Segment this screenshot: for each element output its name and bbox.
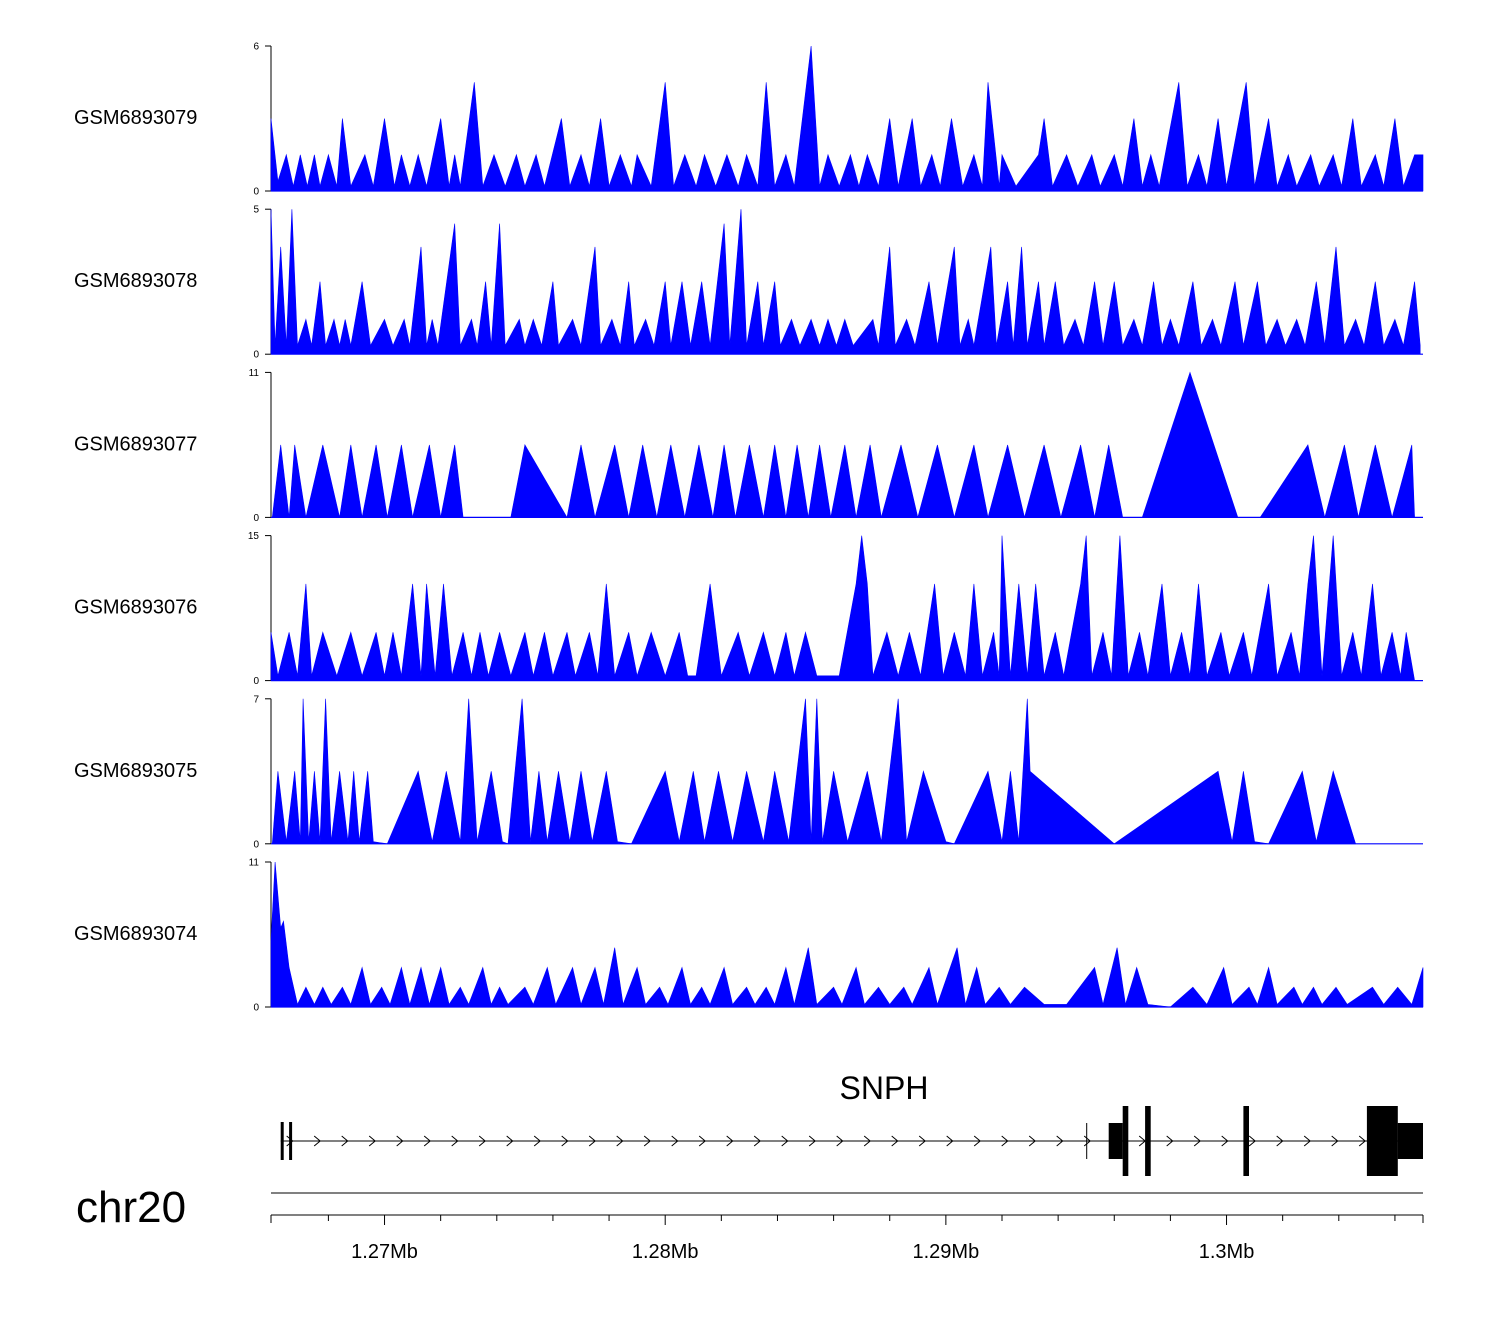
track-GSM6893078: GSM6893078 5 0 xyxy=(74,205,1423,361)
track-label: GSM6893074 xyxy=(74,923,197,945)
coverage-area xyxy=(271,371,1415,519)
coverage-area xyxy=(270,209,1421,355)
y-tick-label-min: 0 xyxy=(253,350,259,361)
track-label: GSM6893075 xyxy=(74,760,197,782)
strand-arrow xyxy=(1248,1135,1256,1147)
strand-arrow xyxy=(341,1135,349,1147)
y-tick-label-min: 0 xyxy=(253,839,259,850)
strand-arrow xyxy=(1056,1135,1064,1147)
coverage-area xyxy=(271,698,1357,845)
gene-exon-utr xyxy=(289,1122,293,1160)
track-GSM6893077: GSM6893077 11 0 xyxy=(74,368,1423,524)
track-label: GSM6893079 xyxy=(74,107,197,129)
track-GSM6893075: GSM6893075 7 0 xyxy=(74,694,1423,850)
strand-arrow xyxy=(1028,1135,1036,1147)
strand-arrow xyxy=(451,1135,459,1147)
coverage-area xyxy=(270,861,1424,1008)
genome-axis: chr20 1.27Mb 1.28Mb 1.29Mb 1.3Mb xyxy=(76,1183,1424,1263)
strand-arrow xyxy=(1083,1135,1091,1147)
strand-arrow xyxy=(1331,1135,1339,1147)
coverage-tracks: GSM689307960GSM689307850GSM6893077110GSM… xyxy=(74,42,1424,1014)
strand-arrow xyxy=(643,1135,651,1147)
strand-arrow xyxy=(533,1135,541,1147)
strand-arrow xyxy=(368,1135,376,1147)
strand-arrow xyxy=(973,1135,981,1147)
track-GSM6893074: GSM6893074 11 0 xyxy=(74,858,1424,1014)
gene-exon-utr xyxy=(1108,1123,1123,1159)
track-label: GSM6893076 xyxy=(74,597,197,619)
gene-exon-cds xyxy=(1243,1106,1249,1176)
strand-arrow xyxy=(396,1135,404,1147)
strand-arrow xyxy=(1303,1135,1311,1147)
x-tick-label: 1.28Mb xyxy=(632,1241,699,1263)
strand-arrow xyxy=(588,1135,596,1147)
y-tick-label-max: 5 xyxy=(253,205,259,216)
track-GSM6893079: GSM6893079 6 0 xyxy=(74,42,1424,198)
strand-arrow xyxy=(781,1135,789,1147)
gene-exon-cds xyxy=(1122,1106,1129,1176)
strand-arrow xyxy=(1193,1135,1201,1147)
gene-exon-utr xyxy=(1397,1123,1423,1159)
strand-arrow xyxy=(946,1135,954,1147)
strand-arrow xyxy=(808,1135,816,1147)
track-label: GSM6893078 xyxy=(74,270,197,292)
strand-arrow xyxy=(506,1135,514,1147)
y-tick-label-max: 7 xyxy=(253,694,259,705)
y-tick-label-min: 0 xyxy=(253,513,259,524)
gene-exon-utr xyxy=(280,1122,284,1160)
strand-arrow xyxy=(671,1135,679,1147)
strand-arrow xyxy=(1276,1135,1284,1147)
y-tick-label-max: 6 xyxy=(253,42,259,53)
track-label: GSM6893077 xyxy=(74,433,197,455)
x-tick-label: 1.3Mb xyxy=(1199,1241,1255,1263)
strand-arrow xyxy=(1001,1135,1009,1147)
y-tick-label-max: 11 xyxy=(249,368,260,379)
strand-arrow xyxy=(918,1135,926,1147)
strand-arrow xyxy=(313,1135,321,1147)
chromosome-label: chr20 xyxy=(76,1183,186,1232)
gene-name-label: SNPH xyxy=(840,1070,929,1106)
y-tick-label-max: 15 xyxy=(248,531,260,542)
strand-arrow xyxy=(863,1135,871,1147)
strand-arrow xyxy=(616,1135,624,1147)
strand-arrow xyxy=(836,1135,844,1147)
strand-arrow xyxy=(478,1135,486,1147)
gene-exon-utr xyxy=(1086,1123,1088,1159)
gene-annotation-track: SNPH xyxy=(280,1070,1423,1176)
strand-arrow xyxy=(423,1135,431,1147)
strand-arrow xyxy=(698,1135,706,1147)
y-tick-label-min: 0 xyxy=(253,187,259,198)
strand-arrow xyxy=(1166,1135,1174,1147)
strand-arrow xyxy=(1221,1135,1229,1147)
strand-arrow xyxy=(561,1135,569,1147)
x-tick-label: 1.29Mb xyxy=(913,1241,980,1263)
strand-arrow xyxy=(753,1135,761,1147)
x-tick-label: 1.27Mb xyxy=(351,1241,418,1263)
y-tick-label-max: 11 xyxy=(249,858,260,869)
y-tick-label-min: 0 xyxy=(253,1003,259,1014)
gene-exon-cds xyxy=(1366,1106,1398,1176)
coverage-area xyxy=(270,535,1415,681)
y-tick-label-min: 0 xyxy=(253,676,259,687)
strand-arrow xyxy=(726,1135,734,1147)
gene-exon-cds xyxy=(1145,1106,1151,1176)
coverage-area xyxy=(270,45,1424,192)
strand-arrow xyxy=(1358,1135,1366,1147)
strand-arrow xyxy=(891,1135,899,1147)
strand-arrow xyxy=(286,1135,294,1147)
track-GSM6893076: GSM6893076 15 0 xyxy=(74,531,1423,687)
